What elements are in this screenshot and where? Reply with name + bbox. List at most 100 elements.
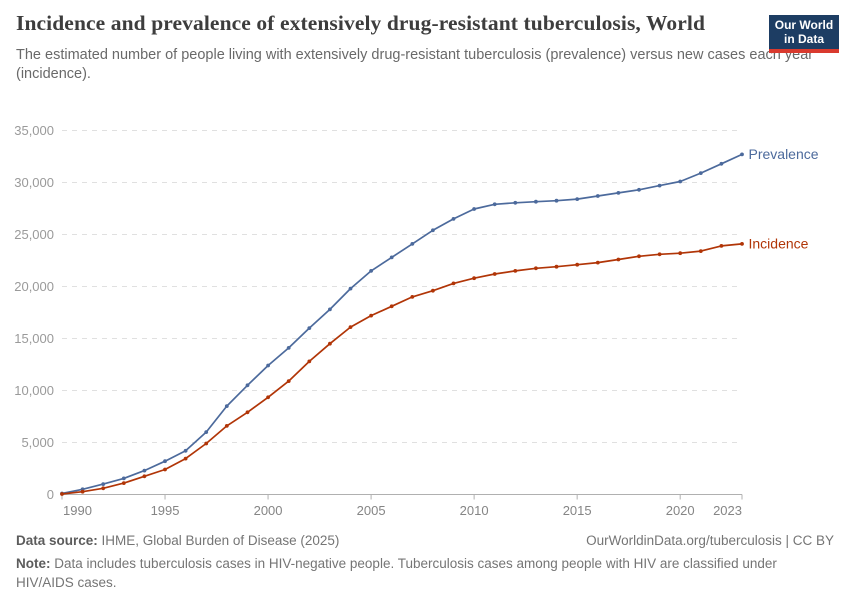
data-point[interactable]	[410, 295, 415, 299]
data-point[interactable]	[595, 194, 600, 198]
y-tick-label: 20,000	[14, 279, 54, 294]
data-point[interactable]	[348, 286, 353, 291]
x-tick-label: 2010	[460, 503, 489, 518]
data-point[interactable]	[348, 325, 353, 329]
note-label: Note:	[16, 556, 51, 571]
data-point[interactable]	[740, 242, 744, 246]
data-point[interactable]	[245, 383, 250, 388]
data-point[interactable]	[266, 395, 270, 400]
owid-logo-line1: Our World	[774, 18, 834, 32]
data-point[interactable]	[60, 492, 64, 496]
data-source-text: IHME, Global Burden of Disease (2025)	[97, 533, 340, 548]
y-tick-label: 25,000	[14, 227, 54, 242]
data-point[interactable]	[163, 459, 167, 464]
data-point[interactable]	[554, 198, 559, 203]
data-point[interactable]	[163, 467, 167, 472]
data-point[interactable]	[80, 489, 85, 494]
data-point[interactable]	[451, 281, 456, 286]
data-point[interactable]	[328, 341, 332, 346]
data-point[interactable]	[492, 272, 497, 276]
x-tick-label: 2023	[713, 503, 742, 518]
data-point[interactable]	[101, 482, 106, 486]
prevalence-series[interactable]: Prevalence	[60, 146, 819, 496]
data-point[interactable]	[307, 326, 312, 330]
x-tick-label: 2005	[357, 503, 386, 518]
data-point[interactable]	[513, 269, 518, 273]
page-subtitle: The estimated number of people living wi…	[16, 47, 814, 82]
data-point[interactable]	[369, 313, 373, 318]
data-point[interactable]	[575, 197, 580, 202]
data-source: Data source: IHME, Global Burden of Dise…	[16, 531, 339, 550]
data-point[interactable]	[575, 262, 580, 267]
data-point[interactable]	[534, 266, 538, 271]
data-point[interactable]	[719, 244, 724, 248]
incidence-series-label: Incidence	[749, 235, 809, 251]
data-point[interactable]	[678, 179, 683, 184]
data-point[interactable]	[472, 276, 476, 281]
x-axis: 1990 1995 2000 2005 2010 2015 2020 2023	[61, 494, 743, 518]
incidence-series[interactable]: Incidence	[60, 235, 809, 496]
data-point[interactable]	[183, 448, 188, 453]
data-point[interactable]	[698, 249, 703, 254]
data-point[interactable]	[121, 476, 126, 481]
data-point[interactable]	[616, 191, 621, 195]
data-point[interactable]	[224, 404, 229, 408]
data-point[interactable]	[224, 424, 229, 428]
data-point[interactable]	[431, 228, 435, 233]
owid-logo: Our World in Data	[769, 15, 839, 53]
data-point[interactable]	[369, 269, 373, 273]
data-point[interactable]	[719, 161, 724, 166]
y-tick-label: 0	[47, 487, 54, 502]
data-point[interactable]	[472, 207, 476, 211]
data-point[interactable]	[698, 171, 703, 176]
owid-logo-line2: in Data	[783, 32, 824, 46]
owid-license-link[interactable]: OurWorldinData.org/tuberculosis | CC BY	[586, 533, 834, 548]
prevalence-line[interactable]	[61, 153, 743, 495]
data-point[interactable]	[142, 474, 147, 479]
y-tick-label: 15,000	[14, 331, 54, 346]
data-point[interactable]	[142, 468, 147, 473]
data-point[interactable]	[513, 200, 518, 205]
y-axis-labels: 0 5,000 10,000 15,000 20,000 25,000 30,000 35,0…	[14, 123, 54, 502]
prevalence-series-label: Prevalence	[749, 146, 819, 162]
data-point[interactable]	[595, 260, 600, 265]
data-point[interactable]	[286, 379, 291, 383]
data-point[interactable]	[637, 187, 641, 192]
data-point[interactable]	[431, 288, 435, 293]
data-point[interactable]	[637, 254, 641, 259]
x-tick-label: 1995	[151, 503, 180, 518]
data-point[interactable]	[492, 202, 497, 207]
data-point[interactable]	[389, 304, 394, 309]
data-point[interactable]	[266, 363, 270, 368]
x-tick-label: 2020	[666, 503, 695, 518]
chart-footer: Data source: IHME, Global Burden of Dise…	[16, 531, 834, 592]
data-point[interactable]	[410, 242, 415, 246]
data-point[interactable]	[307, 359, 312, 364]
data-point[interactable]	[121, 481, 126, 485]
data-point[interactable]	[657, 183, 662, 188]
y-tick-label: 35,000	[14, 123, 54, 138]
data-point[interactable]	[554, 264, 559, 269]
data-point[interactable]	[657, 252, 662, 257]
y-tick-label: 30,000	[14, 175, 54, 190]
data-point[interactable]	[204, 441, 209, 446]
data-point[interactable]	[183, 456, 188, 461]
data-point[interactable]	[328, 307, 332, 312]
x-tick-label: 2000	[254, 503, 283, 518]
x-tick-label: 1990	[63, 503, 92, 518]
data-point[interactable]	[451, 217, 456, 221]
data-point[interactable]	[534, 199, 538, 204]
chart-header: Incidence and prevalence of extensively …	[16, 10, 828, 84]
data-point[interactable]	[389, 255, 394, 260]
data-point[interactable]	[245, 410, 250, 415]
data-point[interactable]	[286, 346, 291, 350]
data-point[interactable]	[616, 257, 621, 262]
incidence-line[interactable]	[61, 243, 743, 495]
data-point[interactable]	[204, 430, 209, 434]
chart-note: Note: Data includes tuberculosis cases i…	[16, 554, 834, 592]
data-point[interactable]	[101, 486, 106, 491]
data-point[interactable]	[740, 152, 744, 157]
data-point[interactable]	[678, 251, 683, 256]
